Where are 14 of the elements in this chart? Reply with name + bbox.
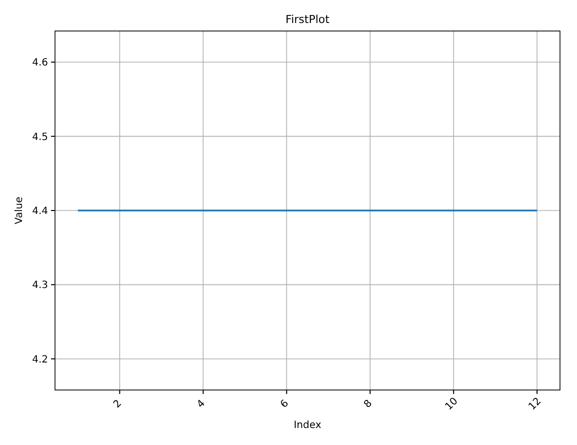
y-tick-label: 4.3 [32,280,48,292]
y-tick-label: 4.6 [32,58,48,69]
x-tick-label: 10 [443,396,460,413]
x-tick-label: 12 [526,396,544,413]
y-tick-label: 4.5 [32,132,48,143]
y-tick-label: 4.2 [32,354,48,366]
x-axis-title: Index [294,420,322,431]
x-tick-label: 4 [195,398,208,410]
x-tick-label: 2 [112,398,124,410]
chart-title: FirstPlot [286,13,330,26]
x-tick-label: 6 [278,398,292,410]
y-tick-label: 4.4 [32,206,48,217]
x-tick-label: 8 [362,398,374,410]
y-axis-title: Value [14,196,25,224]
